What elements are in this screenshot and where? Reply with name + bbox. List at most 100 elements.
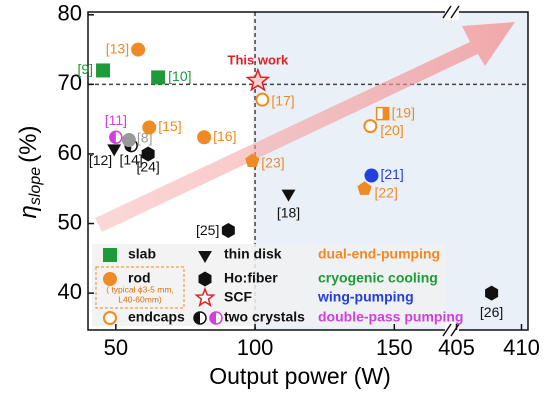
x-tick-label: 410 (503, 335, 540, 360)
point-label: [14] (119, 151, 142, 167)
point-label: [21] (380, 166, 403, 182)
marker-shape (364, 168, 379, 183)
marker-shape (194, 286, 216, 308)
pumping-label: double-pass pumping (318, 309, 463, 325)
legend-note-box (95, 266, 185, 309)
pumping-label: wing-pumping (317, 289, 414, 305)
data-point (107, 144, 122, 157)
point-label: [24] (136, 159, 159, 175)
legend-label: two crystals (224, 309, 305, 325)
data-point (131, 42, 146, 57)
legend-marker (198, 271, 212, 287)
point-label: [18] (277, 204, 300, 220)
plot-frame (87, 11, 529, 331)
point-label: This work (228, 52, 289, 67)
point-label: [19] (392, 104, 415, 120)
legend-label: thin disk (224, 246, 282, 262)
data-point (141, 146, 155, 162)
pumping-label: cryogenic cooling (318, 270, 438, 286)
point-label: [9] (77, 61, 93, 77)
marker-shape (198, 251, 212, 263)
y-label-main: η (15, 205, 42, 218)
marker-shape (103, 248, 117, 262)
marker-shape (221, 222, 235, 238)
marker-shape (210, 312, 216, 324)
legend-marker (103, 311, 117, 325)
marker-shape (382, 107, 389, 120)
legend-label: endcaps (128, 309, 185, 325)
x-axis-label: Output power (W) (209, 363, 391, 389)
legend-marker (103, 248, 117, 262)
legend-note: L40-60mm) (118, 294, 162, 304)
pumping-label: dual-end-pumping (318, 246, 440, 262)
axis-break (442, 4, 460, 338)
legend-label: Ho:fiber (224, 270, 278, 286)
point-label: [26] (480, 304, 503, 320)
x-tick-label: 50 (104, 335, 128, 360)
y-label-sub: slope (27, 167, 44, 205)
legend-marker (198, 251, 212, 263)
data-point (357, 181, 372, 195)
data-point (375, 106, 390, 121)
y-tick-label: 40 (58, 279, 82, 304)
legend-label: slab (128, 246, 156, 262)
marker-shape (198, 271, 212, 287)
point-label: [25] (196, 222, 219, 238)
marker-shape (131, 42, 146, 57)
marker-shape (485, 285, 499, 301)
data-point (109, 130, 123, 145)
data-point (245, 153, 260, 167)
legend-marker (194, 286, 216, 308)
data-point (245, 67, 271, 92)
legend-label: SCF (224, 289, 252, 305)
y-tick-label: 80 (58, 1, 82, 26)
point-label: [17] (271, 92, 294, 108)
point-label: [20] (380, 122, 403, 138)
point-label: [11] (105, 112, 127, 128)
y-label-unit: (%) (15, 126, 42, 163)
data-point (281, 189, 296, 202)
marker-shape (103, 272, 117, 286)
data-point (96, 63, 111, 78)
legend-marker (103, 272, 117, 286)
marker-shape (255, 92, 270, 107)
marker-shape (281, 189, 296, 202)
marker-shape (245, 153, 260, 167)
point-label: [13] (106, 40, 129, 56)
x-tick-label: 150 (376, 335, 413, 360)
data-point (197, 130, 212, 145)
data-point (121, 133, 136, 148)
point-label: [16] (213, 128, 236, 144)
legend-label: rod (128, 270, 151, 286)
marker-shape (107, 144, 122, 157)
marker-shape (151, 70, 166, 85)
marker-shape (109, 131, 116, 144)
marker-shape (245, 67, 271, 92)
marker-shape (194, 312, 200, 324)
data-point (221, 222, 235, 238)
data-point (363, 119, 378, 134)
marker-shape (103, 311, 117, 325)
marker-shape (141, 146, 155, 162)
x-tick-label: 405 (438, 335, 475, 360)
marker-shape (121, 133, 136, 148)
y-tick-label: 50 (58, 209, 82, 234)
marker-shape (357, 181, 372, 195)
point-label: [12] (89, 152, 112, 168)
y-tick-label: 60 (58, 140, 82, 165)
marker-shape (197, 130, 212, 145)
marker-shape (142, 120, 157, 135)
marker-shape (363, 119, 378, 134)
point-label: [23] (261, 155, 284, 171)
data-point (364, 168, 379, 183)
point-label: [22] (375, 184, 398, 200)
data-point (485, 285, 499, 301)
point-label: [15] (158, 118, 181, 134)
x-tick-label: 100 (237, 335, 274, 360)
y-axis-label: ηslope (%) (15, 126, 44, 219)
data-point (255, 92, 270, 107)
trend-arrow (95, 22, 515, 232)
y-tick-label: 70 (58, 70, 82, 95)
legend-marker (193, 311, 223, 325)
